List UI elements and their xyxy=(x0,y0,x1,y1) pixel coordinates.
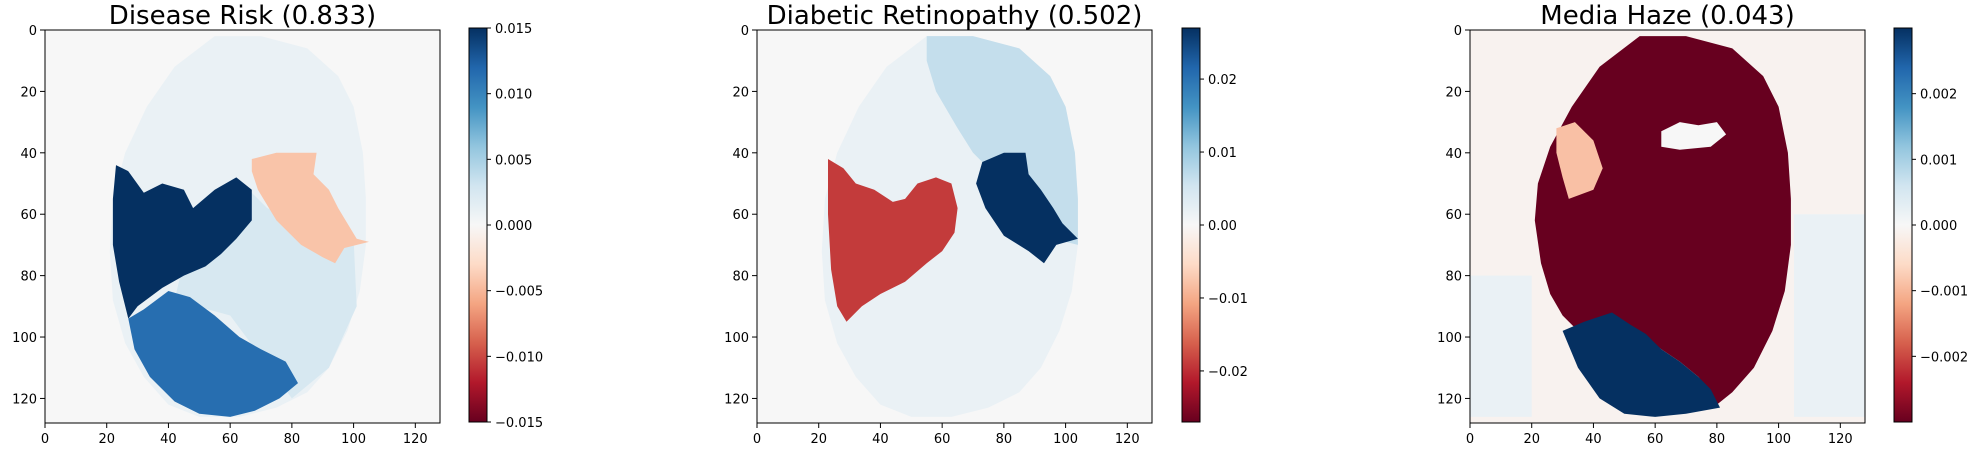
heatmap-region-3 xyxy=(828,159,958,322)
chart-title: Media Haze (0.043) xyxy=(1540,1,1794,31)
colorbar-tick-label: 0.005 xyxy=(495,153,532,168)
y-tick-label: 100 xyxy=(724,331,749,346)
axes-frame xyxy=(44,29,441,424)
x-tick-label: 80 xyxy=(996,432,1013,447)
x-tick-label: 80 xyxy=(1709,432,1726,447)
y-tick-label: 0 xyxy=(29,24,37,39)
y-tick-label: 100 xyxy=(1437,331,1462,346)
heatmap-region-6 xyxy=(1562,312,1720,417)
x-tick-label: 60 xyxy=(1647,432,1664,447)
heatmap-image xyxy=(1470,30,1865,423)
y-tick-label: 80 xyxy=(20,270,37,285)
x-tick-label: 40 xyxy=(1585,432,1602,447)
x-tick-label: 20 xyxy=(810,432,827,447)
y-tick-label: 0 xyxy=(741,24,749,39)
x-tick-label: 120 xyxy=(403,432,428,447)
x-tick-label: 80 xyxy=(284,432,301,447)
y-tick-label: 40 xyxy=(20,147,37,162)
heatmap-region-3 xyxy=(112,165,252,319)
x-tick-label: 100 xyxy=(1053,432,1078,447)
y-tick-label: 120 xyxy=(724,392,749,407)
heatmap-panel-1: Disease Risk (0.833) 0 20 40 60 80 100 120 0 20 40… xyxy=(12,1,543,447)
colorbar-tick-label: −0.02 xyxy=(1208,365,1248,380)
heatmap-panel-2: Diabetic Retinopathy (0.502) 0 20 40 60 80 100… xyxy=(724,1,1248,447)
x-tick-label: 20 xyxy=(1523,432,1540,447)
x-tick-label: 0 xyxy=(41,432,49,447)
x-tick-label: 60 xyxy=(934,432,951,447)
heatmap-image xyxy=(757,30,1152,423)
axes-frame xyxy=(1469,29,1866,424)
heatmap-region-3 xyxy=(1534,36,1791,405)
colorbar xyxy=(1181,27,1201,423)
y-tick-label: 60 xyxy=(20,208,37,223)
x-tick-label: 0 xyxy=(1466,432,1474,447)
heatmap-region-4 xyxy=(976,152,1078,264)
heatmap-region-5 xyxy=(251,152,369,264)
heatmap-region-2 xyxy=(1794,214,1865,417)
y-tick-label: 40 xyxy=(1445,147,1462,162)
colorbar-tick-label: 0.000 xyxy=(1920,219,1957,234)
y-tick-label: 20 xyxy=(20,85,37,100)
y-tick-label: 60 xyxy=(732,208,749,223)
x-tick-label: 100 xyxy=(341,432,366,447)
y-tick-label: 80 xyxy=(1445,270,1462,285)
x-tick-label: 100 xyxy=(1766,432,1791,447)
colorbar-tick-label: −0.01 xyxy=(1208,292,1248,307)
colorbar xyxy=(1893,27,1913,423)
chart-title: Disease Risk (0.833) xyxy=(109,1,376,31)
colorbar-tick-label: 0.000 xyxy=(495,219,532,234)
colorbar-tick-label: 0.02 xyxy=(1208,73,1237,88)
chart-title: Diabetic Retinopathy (0.502) xyxy=(767,1,1143,31)
colorbar-tick-label: −0.002 xyxy=(1920,350,1968,365)
heatmap-panel-3: Media Haze (0.043) 0 20 40 60 80 100 120 0 20 40 60… xyxy=(1437,1,1968,447)
x-tick-label: 40 xyxy=(160,432,177,447)
x-tick-label: 40 xyxy=(872,432,889,447)
colorbar xyxy=(468,27,488,423)
y-tick-label: 100 xyxy=(12,331,37,346)
axes-frame xyxy=(756,29,1153,424)
colorbar-tick-label: 0.015 xyxy=(495,22,532,37)
colorbar-tick-label: −0.005 xyxy=(495,285,543,300)
y-tick-label: 80 xyxy=(732,270,749,285)
heatmap-region-1 xyxy=(1470,275,1532,417)
x-tick-label: 0 xyxy=(753,432,761,447)
heatmap-region-4 xyxy=(1661,122,1727,150)
y-tick-label: 60 xyxy=(1445,208,1462,223)
colorbar-tick-label: 0.010 xyxy=(495,88,532,103)
y-tick-label: 120 xyxy=(1437,392,1462,407)
y-tick-label: 20 xyxy=(1445,85,1462,100)
colorbar-tick-label: 0.01 xyxy=(1208,146,1237,161)
x-tick-label: 60 xyxy=(222,432,239,447)
colorbar-tick-label: −0.010 xyxy=(495,350,543,365)
y-tick-label: 120 xyxy=(12,392,37,407)
colorbar-tick-label: 0.001 xyxy=(1920,153,1957,168)
colorbar-tick-label: −0.015 xyxy=(495,416,543,431)
colorbar-tick-label: −0.001 xyxy=(1920,285,1968,300)
y-tick-label: 40 xyxy=(732,147,749,162)
colorbar-tick-label: 0.00 xyxy=(1208,219,1237,234)
x-tick-label: 120 xyxy=(1828,432,1853,447)
heatmap-image xyxy=(45,30,440,423)
y-tick-label: 20 xyxy=(732,85,749,100)
x-tick-label: 20 xyxy=(98,432,115,447)
colorbar-tick-label: 0.002 xyxy=(1920,88,1957,103)
heatmap-region-4 xyxy=(128,291,298,417)
x-tick-label: 120 xyxy=(1115,432,1140,447)
heatmap-region-5 xyxy=(1556,122,1603,199)
y-tick-label: 0 xyxy=(1454,24,1462,39)
